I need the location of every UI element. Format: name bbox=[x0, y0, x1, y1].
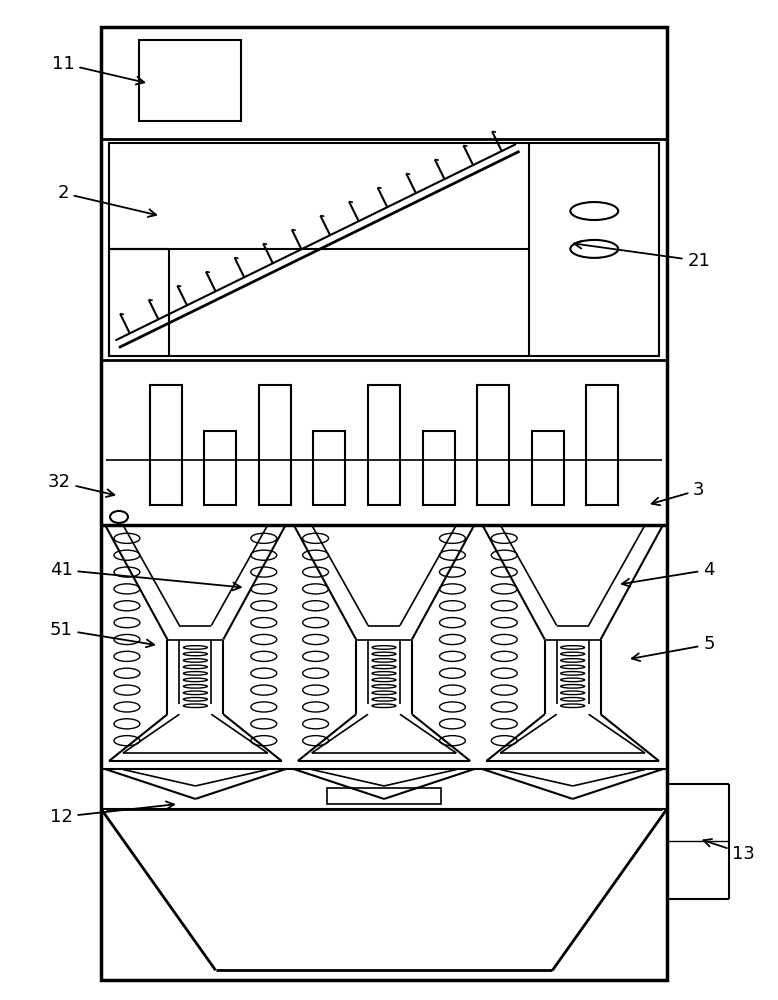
Text: 13: 13 bbox=[703, 839, 755, 863]
Bar bbox=[149, 385, 181, 505]
Text: 5: 5 bbox=[632, 635, 715, 661]
Bar bbox=[205, 431, 237, 505]
Bar bbox=[259, 385, 291, 505]
Text: 32: 32 bbox=[47, 473, 114, 497]
Text: 51: 51 bbox=[50, 621, 154, 647]
Bar bbox=[139, 40, 240, 121]
Bar bbox=[109, 143, 659, 356]
Text: 12: 12 bbox=[50, 801, 174, 826]
Bar bbox=[368, 385, 400, 505]
Text: 11: 11 bbox=[52, 55, 144, 84]
Bar bbox=[101, 27, 667, 980]
Bar bbox=[422, 431, 454, 505]
Bar bbox=[327, 788, 441, 804]
Bar bbox=[532, 431, 564, 505]
Text: 21: 21 bbox=[574, 241, 710, 270]
Text: 3: 3 bbox=[652, 481, 705, 505]
Bar bbox=[587, 385, 619, 505]
Bar bbox=[314, 431, 345, 505]
Text: 41: 41 bbox=[50, 561, 240, 590]
Text: 4: 4 bbox=[622, 561, 715, 587]
Text: 2: 2 bbox=[58, 184, 156, 217]
Bar bbox=[477, 385, 509, 505]
